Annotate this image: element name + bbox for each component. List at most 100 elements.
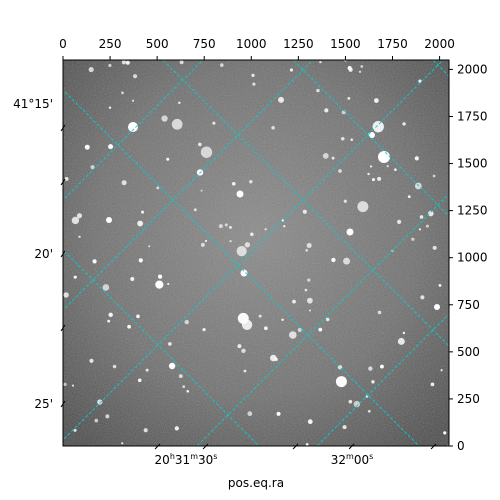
star — [112, 364, 117, 369]
top-axis-tick-label: 500 — [146, 37, 169, 51]
ra-axis — [154, 443, 437, 450]
star — [73, 275, 77, 279]
star — [243, 369, 247, 373]
right-axis-tick-label: 2000 — [457, 62, 488, 76]
star — [76, 213, 83, 219]
star — [369, 165, 373, 168]
star — [131, 99, 135, 102]
star — [367, 172, 370, 176]
star — [432, 245, 437, 250]
star — [171, 118, 183, 130]
star — [347, 65, 352, 70]
right-axis-tick-label: 500 — [457, 345, 480, 359]
star — [186, 389, 190, 393]
star — [350, 138, 354, 141]
star — [200, 242, 205, 247]
star — [200, 189, 203, 192]
grid-line — [63, 89, 420, 446]
star — [432, 174, 436, 178]
star — [200, 146, 213, 158]
star — [155, 280, 164, 289]
star — [78, 235, 81, 239]
star — [157, 274, 163, 279]
top-axis-tick-label: 1750 — [377, 37, 408, 51]
star — [145, 368, 149, 372]
star — [438, 283, 442, 287]
star — [121, 180, 127, 186]
star — [305, 443, 309, 446]
star — [247, 411, 253, 417]
star — [130, 276, 135, 281]
star — [249, 179, 253, 184]
star — [307, 419, 313, 425]
top-axis-tick-label: 250 — [99, 37, 122, 51]
top-axis-tick-label: 2000 — [424, 37, 455, 51]
star — [270, 354, 277, 362]
right-axis-tick-label: 250 — [457, 392, 480, 406]
star — [71, 216, 80, 225]
star — [425, 224, 429, 228]
star — [411, 237, 415, 241]
star — [276, 411, 281, 416]
right-axis-tick-label: 1500 — [457, 157, 488, 171]
star — [371, 380, 375, 384]
star — [108, 106, 112, 109]
star — [308, 309, 311, 312]
bright-star — [236, 190, 244, 198]
star — [166, 157, 170, 161]
star — [318, 327, 323, 332]
ra-hours: 20 — [155, 453, 170, 467]
star — [335, 376, 347, 388]
x-axis-label: pos.eq.ra — [228, 476, 284, 490]
star — [414, 182, 422, 190]
star — [108, 312, 113, 318]
right-axis-tick-label: 1750 — [457, 109, 488, 123]
star — [371, 178, 375, 182]
star-field — [63, 60, 447, 446]
star — [264, 228, 267, 231]
star — [161, 115, 168, 122]
star — [338, 169, 342, 173]
star — [263, 326, 268, 331]
star — [224, 223, 228, 227]
right-pixel-axis: 0 250 500 750 1000 1250 1500 1750 2000 — [449, 62, 488, 453]
star — [372, 121, 384, 133]
star — [138, 258, 143, 263]
ra-seconds: 00 — [354, 453, 369, 467]
ra-minutes: 31 — [175, 453, 190, 467]
star — [271, 125, 275, 130]
top-axis-tick-label: 1000 — [236, 37, 267, 51]
star — [397, 337, 405, 345]
star — [63, 292, 69, 298]
star — [220, 63, 224, 67]
star — [121, 60, 126, 65]
star — [231, 182, 236, 186]
ra-minutes: 32 — [331, 453, 346, 467]
star — [108, 144, 114, 150]
top-axis-tick-label: 1250 — [283, 37, 314, 51]
dec-tick-label: 41°15' — [13, 97, 53, 111]
star — [63, 382, 67, 386]
star — [251, 73, 255, 77]
right-axis-tick-label: 0 — [457, 439, 465, 453]
star — [418, 228, 422, 231]
star — [360, 65, 364, 68]
bright-star — [240, 269, 248, 277]
dec-tick-label: 25' — [34, 397, 53, 411]
star — [419, 215, 424, 219]
star — [237, 344, 242, 349]
star — [137, 378, 142, 383]
star — [105, 414, 110, 419]
star — [174, 426, 179, 431]
right-axis-tick-label: 1250 — [457, 204, 488, 218]
star — [90, 165, 95, 170]
star — [340, 136, 345, 141]
ra-seconds: 30 — [198, 453, 213, 467]
star — [127, 324, 131, 329]
star — [440, 369, 443, 372]
star — [289, 331, 297, 339]
star — [306, 242, 312, 248]
